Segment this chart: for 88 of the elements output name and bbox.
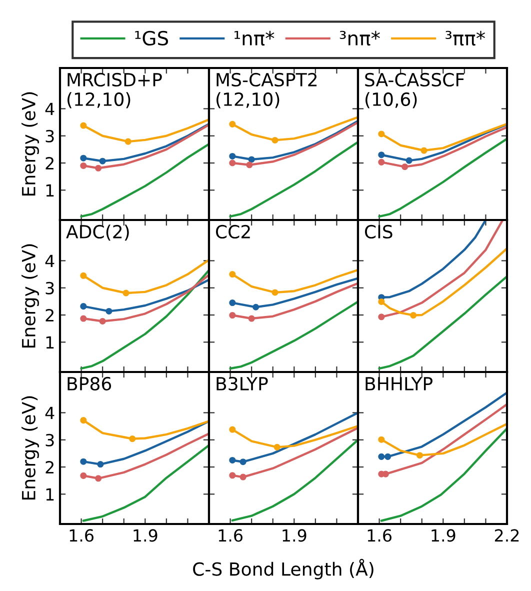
point — [80, 315, 87, 322]
point — [99, 318, 106, 324]
point — [129, 436, 136, 442]
x-axis-title: C-S Bond Length (Å) — [193, 558, 374, 580]
point — [80, 154, 87, 162]
x-tick-label: 1.9 — [432, 529, 456, 542]
point — [272, 289, 278, 296]
point — [229, 152, 236, 160]
y-tick-label: 3 — [46, 282, 54, 294]
point — [229, 312, 236, 319]
chart-title: CIS — [364, 224, 392, 239]
legend-label: ³nπ* — [340, 30, 380, 46]
point — [106, 308, 112, 314]
y-tick-label: 1 — [46, 488, 54, 500]
point — [378, 158, 385, 166]
point — [229, 472, 236, 479]
point — [248, 315, 255, 322]
point — [229, 426, 236, 433]
line-series — [80, 269, 209, 370]
x-tick-label: 1.9 — [134, 529, 158, 542]
point — [229, 456, 236, 464]
point — [124, 138, 132, 145]
point — [384, 453, 392, 460]
point — [99, 158, 106, 164]
point — [95, 475, 102, 482]
x-tick-label: 1.6 — [368, 529, 392, 542]
chart-title: BHHLYP — [366, 377, 432, 390]
x-tick-label: 1.9 — [282, 529, 306, 542]
point — [97, 461, 104, 468]
y-tick-label: 4 — [45, 102, 54, 116]
point — [406, 157, 412, 164]
line-series — [80, 142, 209, 218]
point — [122, 290, 130, 296]
y-tick-label: 2 — [46, 156, 54, 170]
line-series — [82, 444, 209, 522]
point — [229, 271, 236, 278]
legend-label: ¹nπ* — [234, 30, 274, 46]
point — [80, 272, 87, 279]
point — [229, 120, 236, 128]
point — [416, 452, 423, 459]
chart-title: B3LYP — [216, 376, 268, 391]
text: MRCISD+P (12,10) — [68, 72, 162, 108]
x-tick-label: 1.6 — [218, 529, 242, 542]
point — [80, 162, 87, 169]
point — [378, 453, 385, 460]
point — [80, 417, 87, 424]
text: MS-CASPT2 (12,10) — [216, 72, 317, 108]
y-tick-label: 2 — [46, 308, 54, 322]
point — [80, 458, 87, 465]
y-axis-title: Energy (eV) — [22, 92, 39, 196]
point — [240, 458, 246, 466]
chart-title: BP86 — [68, 376, 112, 391]
point — [80, 303, 87, 310]
point — [240, 474, 246, 480]
point — [378, 314, 385, 320]
point — [378, 436, 385, 443]
point — [378, 130, 385, 138]
point — [229, 160, 236, 166]
legend-label: ³ππ* — [446, 30, 486, 46]
y-tick-label: 3 — [46, 130, 54, 142]
y-tick-label: 1 — [46, 184, 54, 196]
point — [420, 147, 428, 154]
point — [229, 300, 236, 306]
point — [248, 156, 255, 163]
point — [252, 304, 260, 310]
point — [80, 472, 87, 479]
y-tick-label: 1 — [46, 336, 54, 348]
point — [378, 152, 385, 158]
y-tick-label: 3 — [46, 434, 54, 446]
text: SA-CASSCF (10,6) — [365, 72, 464, 108]
point — [95, 164, 102, 172]
y-tick-label: 2 — [46, 460, 54, 474]
chart-title: CC2 — [216, 224, 250, 239]
y-tick-label: 4 — [45, 406, 54, 420]
x-tick-label: 2.2 — [494, 529, 519, 542]
y-axis-title: Energy (eV) — [22, 396, 39, 500]
point — [246, 162, 253, 168]
point — [410, 312, 417, 319]
legend-label: ¹GS — [135, 30, 168, 46]
point — [272, 136, 278, 144]
y-axis-title: Energy (eV) — [22, 244, 39, 348]
point — [378, 298, 385, 305]
x-tick-label: 1.6 — [70, 529, 94, 542]
point — [80, 122, 87, 129]
point — [274, 444, 280, 450]
point — [402, 164, 408, 170]
chart-title: ADC(2) — [66, 224, 129, 241]
y-tick-label: 4 — [45, 254, 54, 268]
